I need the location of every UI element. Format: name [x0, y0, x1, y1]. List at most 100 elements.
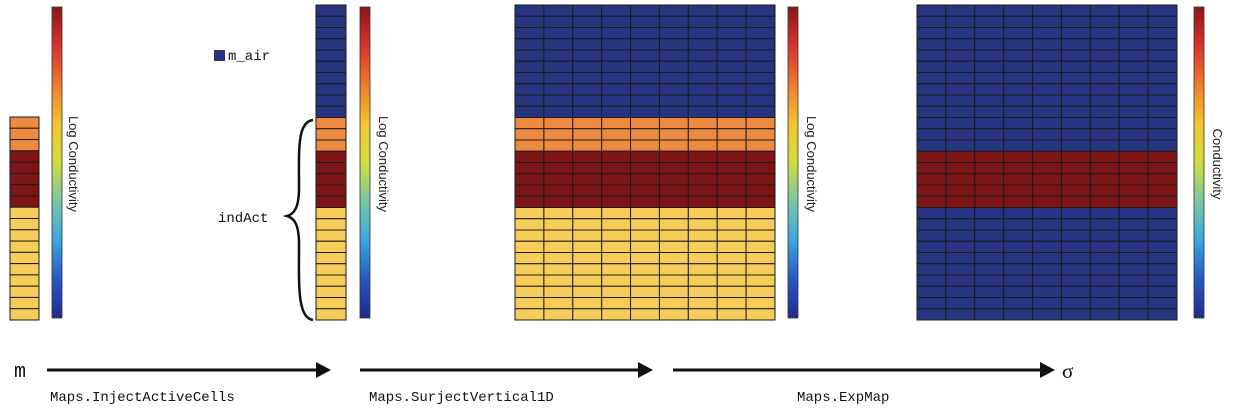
grid-cell: [1118, 162, 1149, 175]
grid-cell: [514, 297, 545, 310]
grid-cell: [514, 83, 545, 96]
grid-cell: [1118, 173, 1149, 186]
grid-cell: [974, 308, 1005, 321]
grid-cell: [1089, 229, 1120, 242]
grid-cell: [1147, 240, 1178, 253]
grid-cell: [1118, 150, 1149, 163]
grid-cell: [1060, 184, 1091, 197]
grid-cell: [572, 218, 603, 231]
grid-cell: [716, 274, 747, 287]
grid-cell: [572, 229, 603, 242]
m-air-label: m_air: [228, 49, 270, 65]
grid-cell: [658, 229, 689, 242]
grid-cell: [974, 207, 1005, 220]
grid-cell: [514, 49, 545, 62]
grid-cell: [630, 263, 660, 276]
grid-cell: [916, 27, 947, 40]
grid-cell: [543, 72, 574, 85]
grid-cell: [945, 263, 976, 276]
grid-cell: [974, 15, 1005, 28]
grid-cell: [543, 49, 574, 62]
grid-cell: [1118, 218, 1149, 231]
grid-cell: [1118, 94, 1149, 107]
grid-cell: [514, 94, 545, 107]
indact-brace: [282, 118, 314, 322]
grid-cell: [745, 117, 776, 130]
grid-cell: [1060, 218, 1091, 231]
grid-cell: [601, 128, 632, 141]
grid-cell: [514, 274, 545, 287]
grid-cell: [1147, 60, 1178, 73]
grid-cell: [1032, 117, 1062, 130]
grid-cell: [974, 285, 1005, 298]
grid-cell: [1003, 263, 1034, 276]
grid-cell: [572, 285, 603, 298]
grid-cell: [601, 240, 632, 253]
grid-cell: [1089, 195, 1120, 208]
grid-cell: [601, 195, 632, 208]
grid-cell: [1118, 308, 1149, 321]
grid-cell: [630, 274, 660, 287]
grid-cell: [745, 184, 776, 197]
model-cell: [9, 296, 40, 310]
grid-cell: [687, 240, 718, 253]
grid-cell: [601, 105, 632, 118]
grid-cell: [745, 139, 776, 152]
grid-cell: [745, 229, 776, 242]
grid-cell: [687, 150, 718, 163]
grid-cell: [601, 297, 632, 310]
model-cell: [315, 195, 347, 208]
grid-cell: [1147, 117, 1178, 130]
grid-cell: [601, 15, 632, 28]
grid-cell: [1147, 229, 1178, 242]
grid-cell: [514, 117, 545, 130]
grid-cell: [630, 139, 660, 152]
grid-cell: [974, 72, 1005, 85]
grid-cell: [630, 60, 660, 73]
grid-cell: [916, 218, 947, 231]
grid-cell: [658, 150, 689, 163]
grid-cell: [716, 60, 747, 73]
grid-cell: [974, 263, 1005, 276]
grid-cell: [514, 229, 545, 242]
grid-cell: [1032, 173, 1062, 186]
grid-cell: [1003, 184, 1034, 197]
grid-cell: [1089, 184, 1120, 197]
grid-cell: [601, 218, 632, 231]
grid-cell: [658, 128, 689, 141]
grid-cell: [1118, 49, 1149, 62]
grid-cell: [601, 72, 632, 85]
grid-cell: [1147, 184, 1178, 197]
colorbar-label-2: Log Conductivity: [376, 116, 391, 213]
grid-cell: [601, 285, 632, 298]
grid-cell: [716, 117, 747, 130]
grid-cell: [1147, 83, 1178, 96]
grid-cell: [601, 150, 632, 163]
grid-cell: [1003, 60, 1034, 73]
conductivity-grid: [916, 4, 1178, 321]
grid-cell: [916, 150, 947, 163]
grid-cell: [745, 218, 776, 231]
grid-cell: [745, 162, 776, 175]
grid-cell: [1060, 128, 1091, 141]
grid-cell: [630, 308, 660, 321]
grid-cell: [687, 139, 718, 152]
grid-cell: [1003, 285, 1034, 298]
grid-cell: [916, 128, 947, 141]
grid-cell: [1147, 27, 1178, 40]
grid-cell: [945, 94, 976, 107]
grid-cell: [974, 4, 1005, 17]
grid-cell: [916, 4, 947, 17]
grid-cell: [658, 173, 689, 186]
grid-cell: [601, 184, 632, 197]
grid-cell: [745, 4, 776, 17]
model-cell: [315, 162, 347, 175]
grid-cell: [630, 184, 660, 197]
grid-cell: [572, 252, 603, 265]
m-air-swatch: [214, 50, 225, 61]
grid-cell: [1060, 229, 1091, 242]
grid-cell: [745, 27, 776, 40]
model-cell: [315, 218, 347, 231]
grid-cell: [1003, 252, 1034, 265]
